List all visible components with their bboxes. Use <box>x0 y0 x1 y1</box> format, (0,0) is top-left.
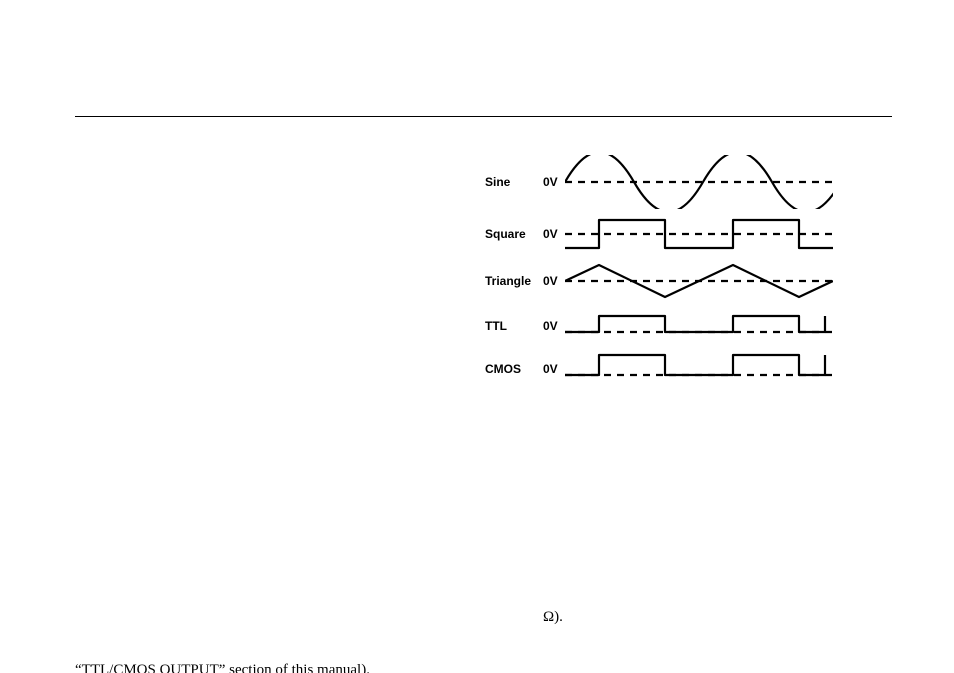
zero-volt-label: 0V <box>543 175 565 189</box>
waveform-svg-slot <box>565 259 833 303</box>
waveform-svg <box>565 212 833 256</box>
waveform-svg <box>565 306 833 346</box>
waveform-row-square: Square0V <box>485 212 855 256</box>
zero-volt-label: 0V <box>543 319 565 333</box>
waveform-name-label: Triangle <box>485 274 543 288</box>
waveform-diagram: Sine0VSquare0VTriangle0VTTL0VCMOS0V <box>485 155 855 389</box>
waveform-svg <box>565 259 833 303</box>
waveform-name-label: Sine <box>485 175 543 189</box>
zero-volt-label: 0V <box>543 274 565 288</box>
waveform-svg-slot <box>565 212 833 256</box>
waveform-svg-slot <box>565 306 833 346</box>
waveform-name-label: TTL <box>485 319 543 333</box>
footer-omega-text: Ω). <box>543 609 563 626</box>
waveform-svg <box>565 349 833 389</box>
waveform-row-sine: Sine0V <box>485 155 855 209</box>
waveform-svg <box>565 155 833 209</box>
waveform-svg-slot <box>565 349 833 389</box>
waveform-row-cmos: CMOS0V <box>485 349 855 389</box>
zero-volt-label: 0V <box>543 362 565 376</box>
waveform-row-triangle: Triangle0V <box>485 259 855 303</box>
waveform-name-label: Square <box>485 227 543 241</box>
footer-ttl-text: “TTL/CMOS OUTPUT” section of this manual… <box>75 662 370 673</box>
horizontal-rule <box>75 116 892 117</box>
waveform-trace <box>565 355 825 375</box>
waveform-svg-slot <box>565 155 833 209</box>
waveform-trace <box>565 316 825 332</box>
waveform-row-ttl: TTL0V <box>485 306 855 346</box>
page: Sine0VSquare0VTriangle0VTTL0VCMOS0V Ω). … <box>0 0 954 673</box>
waveform-name-label: CMOS <box>485 362 543 376</box>
zero-volt-label: 0V <box>543 227 565 241</box>
